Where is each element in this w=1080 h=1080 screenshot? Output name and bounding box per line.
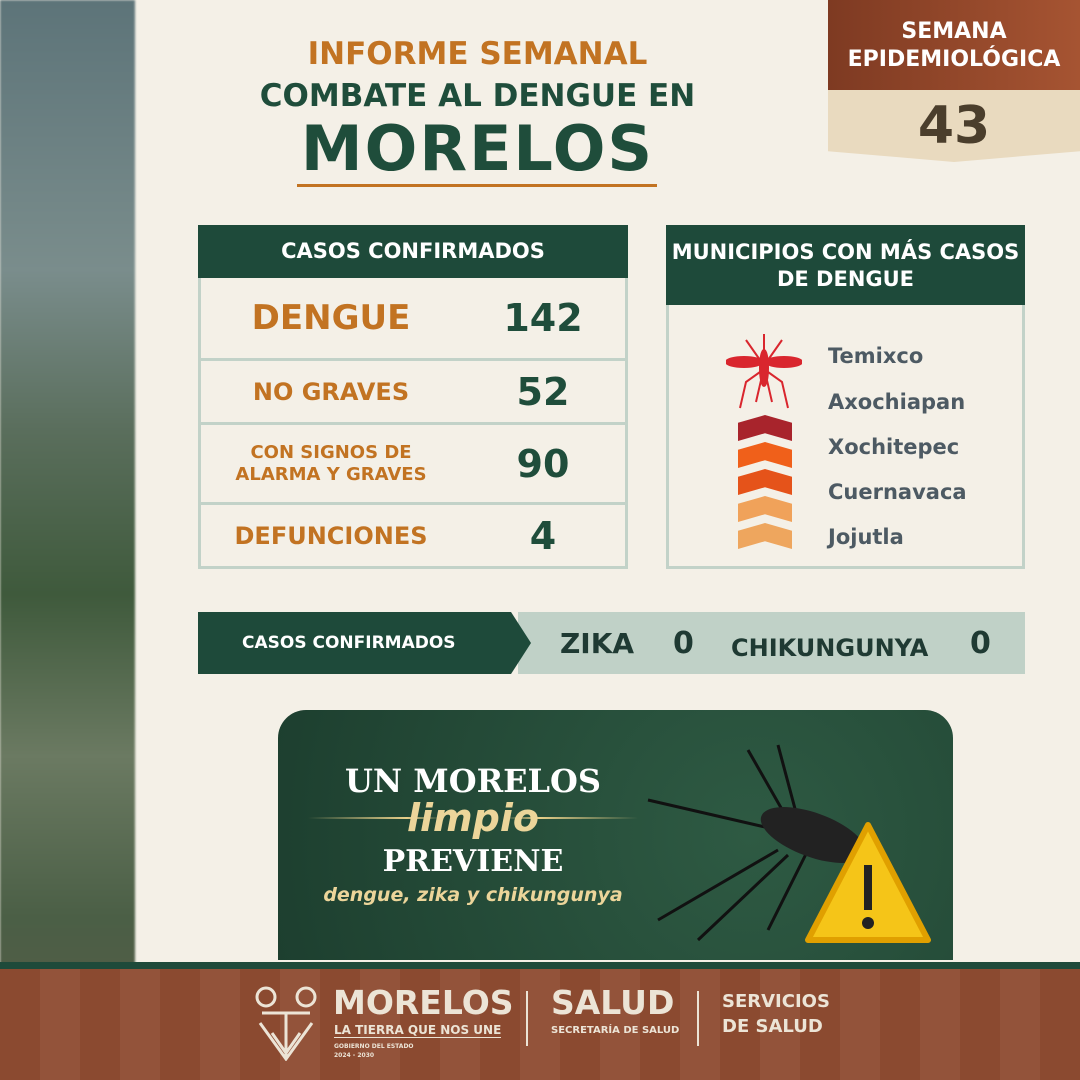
banner-divider: [308, 817, 638, 819]
brand-servicios-1: SERVICIOS: [722, 991, 830, 1012]
banner-line-1: UN MORELOS: [344, 762, 602, 800]
banner-line-3: PREVIENE: [382, 844, 564, 879]
chikungunya-value: 0: [970, 626, 991, 661]
table-row: DEFUNCIONES 4: [198, 505, 628, 569]
table-row: CON SIGNOS DE ALARMA Y GRAVES 90: [198, 425, 628, 505]
row-label: NO GRAVES: [252, 377, 410, 406]
municipio-item: Cuernavaca: [828, 480, 967, 504]
title-morelos: MORELOS: [300, 112, 655, 185]
title-line-1: INFORME SEMANAL: [307, 36, 648, 72]
footer: MORELOS LA TIERRA QUE NOS UNE GOBIERNO D…: [0, 962, 1080, 1080]
municipios-header: MUNICIPIOS CON MÁS CASOS DE DENGUE: [666, 225, 1025, 305]
mosquito-warning-icon: [647, 744, 931, 943]
table-row: NO GRAVES 52: [198, 361, 628, 425]
title-underline: [297, 184, 657, 187]
other-cases-bar: [518, 612, 1025, 674]
row-label: DENGUE: [251, 298, 411, 338]
government-emblem-logo: [255, 986, 317, 1061]
brand-salud: SALUD: [551, 983, 675, 1022]
row-label: DEFUNCIONES: [234, 521, 428, 550]
chikungunya-label: CHIKUNGUNYA: [731, 634, 929, 662]
brand-years: 2024 - 2030: [334, 1052, 375, 1059]
brand-gov: GOBIERNO DEL ESTADO: [334, 1043, 414, 1050]
table-row: DENGUE 142: [198, 278, 628, 361]
brand-servicios-2: DE SALUD: [722, 1016, 823, 1037]
row-value: 4: [529, 513, 557, 558]
title-line-2: COMBATE AL DENGUE EN: [259, 78, 696, 114]
municipio-item: Jojutla: [828, 525, 904, 549]
divider: [697, 991, 699, 1046]
other-cases-label: CASOS CONFIRMADOS: [198, 612, 531, 674]
municipio-item: Temixco: [828, 344, 924, 368]
mosquito-icon: [726, 334, 802, 409]
week-badge: SEMANA EPIDEMIOLÓGICA: [828, 0, 1080, 90]
confirmed-cases-header: CASOS CONFIRMADOS: [198, 225, 628, 278]
brand-tagline: LA TIERRA QUE NOS UNE: [334, 1023, 502, 1038]
row-value: 52: [516, 369, 570, 414]
background-photo: [0, 0, 135, 1080]
row-label: CON SIGNOS DE ALARMA Y GRAVES: [235, 441, 427, 485]
banner-line-2: limpio: [407, 796, 539, 840]
row-value: 90: [516, 441, 570, 486]
brand-secretaria: SECRETARÍA DE SALUD: [551, 1025, 680, 1036]
banner-line-4: dengue, zika y chikungunya: [323, 884, 623, 906]
municipios-box: [666, 305, 1025, 569]
divider: [526, 991, 528, 1046]
prevention-banner: UN MORELOS limpio PREVIENE dengue, zika …: [278, 710, 953, 960]
brand-morelos: MORELOS: [333, 983, 514, 1022]
municipio-item: Axochiapan: [828, 390, 966, 414]
municipio-item: Xochitepec: [828, 435, 960, 459]
zika-label: ZIKA: [560, 627, 635, 660]
zika-value: 0: [673, 626, 694, 661]
week-number: 43: [828, 90, 1080, 162]
row-value: 142: [503, 296, 583, 340]
